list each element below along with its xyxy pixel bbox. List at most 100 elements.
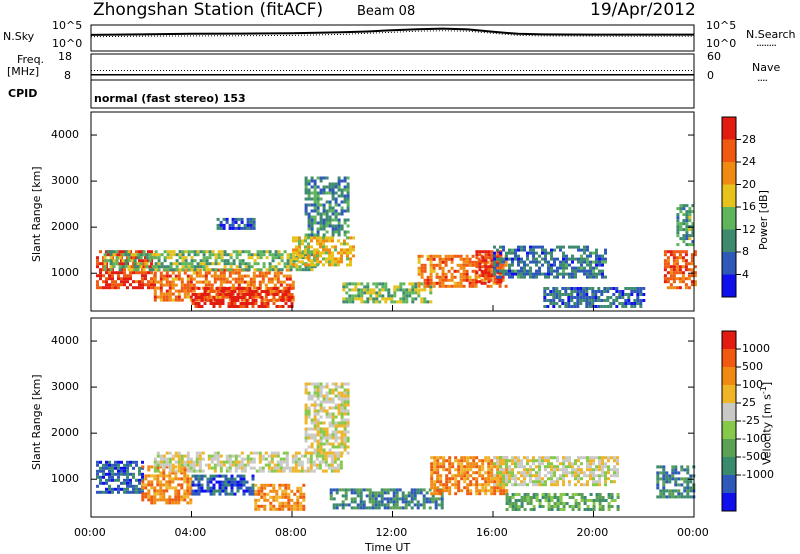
- heat-cell: [604, 462, 607, 466]
- heat-cell: [499, 245, 502, 249]
- heat-cell: [156, 454, 160, 458]
- heat-cell: [357, 282, 361, 286]
- heat-cell: [316, 424, 320, 428]
- heat-cell: [642, 299, 646, 302]
- heat-cell: [340, 209, 344, 213]
- heat-cell: [592, 480, 595, 484]
- heat-cell: [174, 283, 178, 287]
- heat-cell: [236, 480, 240, 484]
- heat-cell: [601, 499, 605, 502]
- heat-cell: [562, 272, 565, 276]
- heat-cell: [429, 291, 433, 295]
- heat-cell: [316, 451, 320, 455]
- heat-cell: [126, 469, 129, 473]
- heat-cell: [517, 456, 520, 460]
- heat-cell: [325, 400, 329, 404]
- heat-cell: [343, 209, 347, 213]
- heat-cell: [157, 256, 161, 260]
- heat-cell: [462, 284, 466, 288]
- heat-cell: [202, 250, 206, 254]
- heat-cell: [273, 271, 277, 275]
- heat-cell: [690, 268, 694, 272]
- heat-cell: [279, 280, 283, 284]
- heat-cell: [411, 285, 415, 289]
- heat-cell: [295, 251, 298, 255]
- heat-cell: [279, 469, 283, 473]
- heat-cell: [535, 263, 538, 267]
- heat-cell: [616, 474, 619, 478]
- heat-cell: [312, 469, 316, 473]
- heat-cell: [304, 212, 308, 216]
- heat-cell: [310, 382, 314, 386]
- heat-cell: [162, 474, 166, 478]
- heat-cell: [304, 209, 308, 213]
- heat-cell: [679, 207, 683, 211]
- heat-cell: [451, 465, 455, 469]
- heat-cell: [127, 265, 131, 269]
- heat-cell: [422, 503, 426, 507]
- heat-cell: [613, 499, 617, 502]
- heat-cell: [267, 271, 271, 275]
- heat-cell: [535, 459, 538, 463]
- heat-cell: [493, 263, 496, 267]
- heat-cell: [487, 253, 491, 257]
- heat-cell: [541, 505, 545, 508]
- nave-right-tick-bottom: 0: [707, 69, 714, 82]
- heat-cell: [502, 492, 506, 496]
- heat-cell: [636, 302, 640, 305]
- heat-cell: [200, 489, 204, 493]
- heat-cell: [316, 236, 319, 240]
- heat-cell: [186, 495, 190, 499]
- heat-cell: [381, 294, 385, 298]
- heat-cell: [177, 460, 181, 464]
- heat-cell: [472, 471, 476, 475]
- heat-cell: [272, 495, 276, 499]
- heat-cell: [448, 492, 452, 496]
- heat-cell: [224, 480, 228, 484]
- heat-cell: [340, 391, 344, 395]
- heat-cell: [486, 284, 490, 288]
- heat-cell: [105, 283, 108, 287]
- heat-cell: [543, 290, 547, 293]
- heat-cell: [591, 293, 595, 296]
- heat-cell: [684, 265, 688, 269]
- heat-cell: [465, 260, 469, 264]
- heat-cell: [254, 489, 258, 493]
- heat-cell: [307, 259, 311, 263]
- heat-cell: [217, 262, 221, 266]
- heat-cell: [595, 468, 598, 472]
- heat-cell: [254, 507, 258, 511]
- heat-cell: [414, 282, 418, 286]
- heat-cell: [561, 299, 565, 302]
- heat-cell: [538, 471, 541, 475]
- heat-cell: [132, 466, 135, 470]
- heat-cell: [117, 490, 120, 494]
- heat-cell: [267, 466, 271, 470]
- heat-cell: [325, 236, 328, 240]
- heat-cell: [302, 483, 306, 487]
- heat-cell: [298, 265, 302, 269]
- heat-cell: [334, 406, 338, 410]
- heat-cell: [405, 288, 409, 292]
- heat-cell: [529, 468, 532, 472]
- heat-cell: [604, 480, 607, 484]
- heat-cell: [484, 271, 488, 275]
- heat-cell: [588, 302, 592, 305]
- heat-cell: [296, 507, 300, 511]
- heat-cell: [172, 268, 176, 272]
- heat-cell: [297, 457, 301, 461]
- heat-cell: [243, 289, 247, 293]
- heat-cell: [407, 491, 411, 495]
- heat-cell: [340, 188, 344, 192]
- heat-cell: [136, 268, 140, 272]
- noise-right-label: N.Search: [746, 28, 796, 41]
- heat-cell: [271, 256, 275, 260]
- heat-cell: [222, 460, 226, 464]
- heat-cell: [392, 500, 396, 504]
- heat-cell: [428, 488, 432, 492]
- heat-cell: [393, 291, 397, 295]
- heat-cell: [636, 296, 640, 299]
- heat-cell: [174, 498, 178, 502]
- heat-cell: [234, 217, 238, 221]
- heat-cell: [307, 191, 311, 195]
